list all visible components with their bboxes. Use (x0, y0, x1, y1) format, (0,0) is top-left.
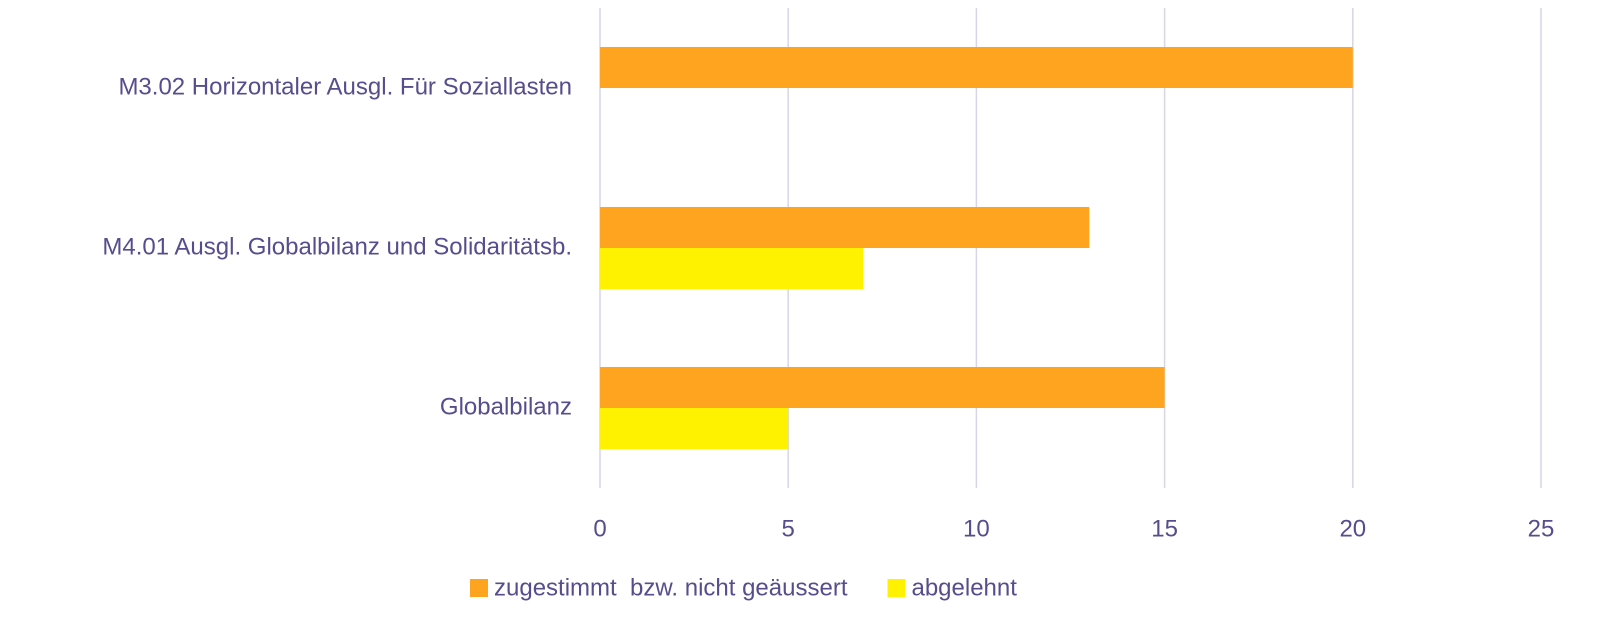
y-tick-label: M4.01 Ausgl. Globalbilanz und Solidaritä… (102, 233, 572, 260)
x-tick-label: 25 (1528, 515, 1555, 542)
x-tick-label: 0 (593, 515, 606, 542)
legend-label: abgelehnt (911, 574, 1017, 601)
y-tick-label: M3.02 Horizontaler Ausgl. Für Soziallast… (118, 73, 572, 100)
bar (600, 408, 789, 449)
legend-swatch (470, 579, 488, 597)
bar (600, 47, 1353, 88)
x-tick-label: 20 (1339, 515, 1366, 542)
y-tick-label: Globalbilanz (440, 393, 572, 420)
legend-swatch (887, 579, 906, 597)
legend-label: zugestimmt bzw. nicht geäussert (494, 574, 848, 601)
x-tick-label: 10 (963, 515, 990, 542)
x-tick-label: 15 (1151, 515, 1178, 542)
bar (600, 207, 1090, 248)
x-tick-label: 5 (782, 515, 795, 542)
bar (600, 367, 1165, 408)
bar (600, 248, 864, 289)
